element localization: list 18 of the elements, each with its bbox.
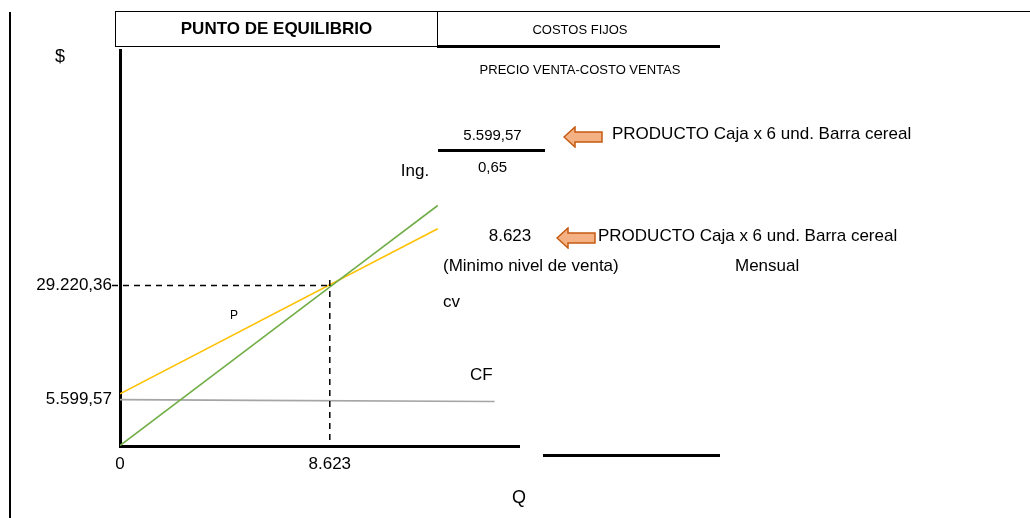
y-tick-label: 29.220,36 [36,275,112,295]
annotation: Ing. [399,161,431,181]
text: PRODUCTO Caja x 6 und. Barra cereal [612,124,913,144]
x-axis-title: Q [512,487,527,508]
text: COSTOS FIJOS [531,22,629,37]
annotation: P [230,308,239,322]
annotation: 8.623 [487,226,533,246]
chart-title: PUNTO DE EQUILIBRIO [115,12,438,47]
x-tick-label: 0 [115,453,125,473]
annotation: 5.599,57 [462,126,523,143]
annotation: PRECIO VENTA-COSTO VENTAS [478,62,682,77]
text: Mensual [735,256,801,276]
annotation: CF [470,365,494,385]
text: PRODUCTO Caja x 6 und. Barra cereal [598,226,899,246]
annotation: cv [443,292,461,312]
y-axis-title: $ [55,46,66,67]
annotation: (Minimo nivel de venta) [443,256,620,276]
annotation: 0,65 [476,158,509,175]
